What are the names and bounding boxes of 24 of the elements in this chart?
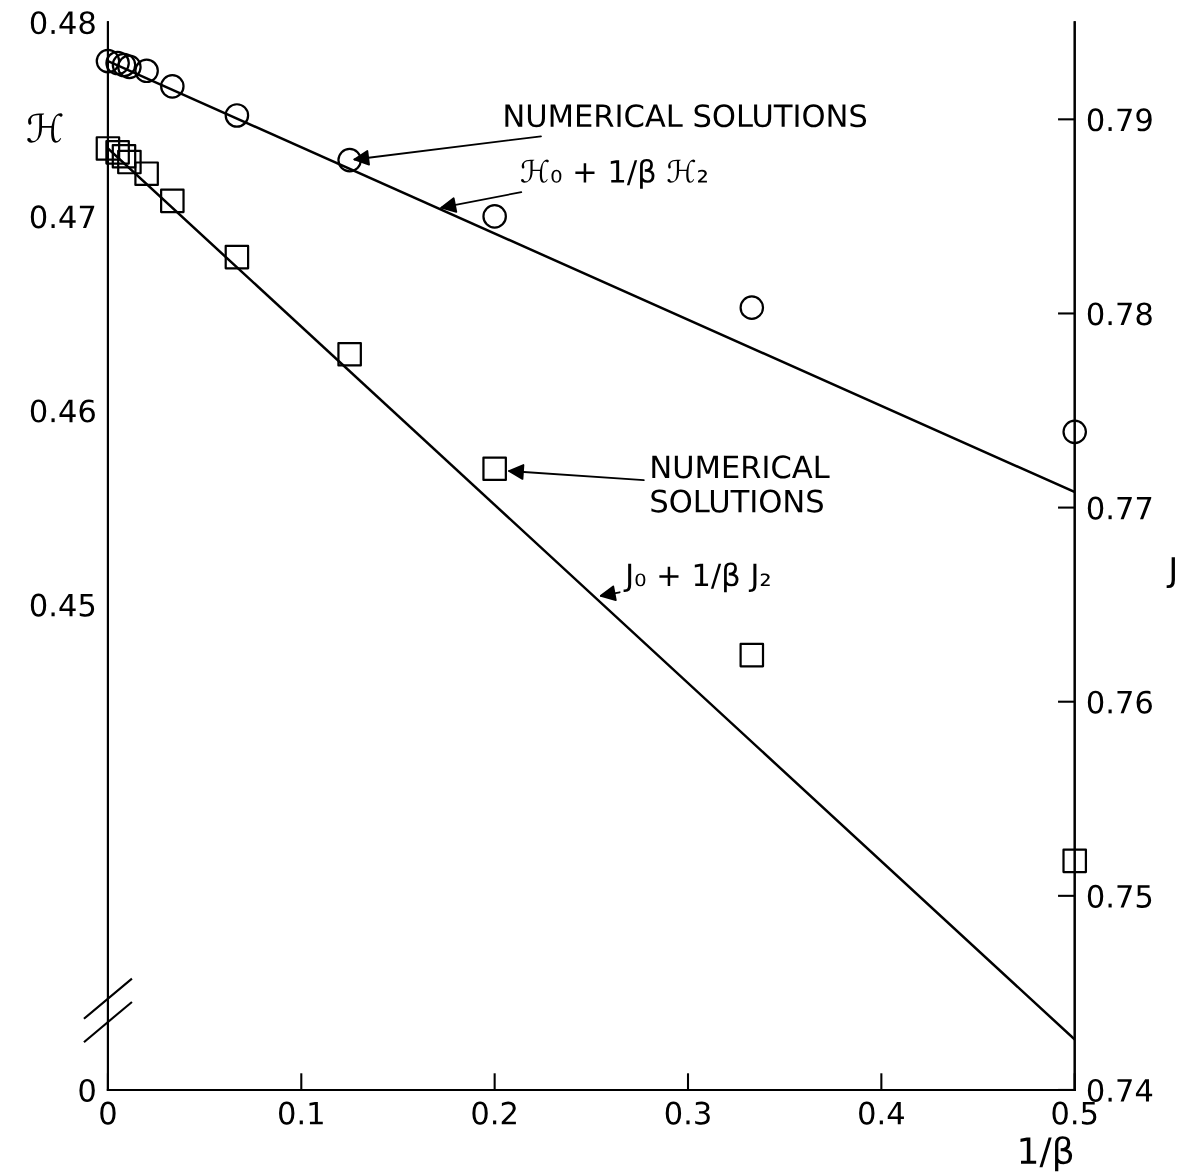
y2-tick-label: 0.79 bbox=[1087, 108, 1152, 132]
annotation: ℋ₀ + 1/β ℋ₂ bbox=[521, 159, 707, 189]
y2-tick-label: 0.78 bbox=[1087, 302, 1152, 326]
y2-tick-label: 0.74 bbox=[1087, 1078, 1153, 1102]
y-tick-label: 0 bbox=[79, 1078, 95, 1102]
x-tick-label: 0.3 bbox=[665, 1101, 710, 1125]
annotation: NUMERICAL SOLUTIONS bbox=[651, 455, 830, 513]
annotation: NUMERICAL SOLUTIONS bbox=[505, 104, 867, 128]
y2-tick-label: 0.77 bbox=[1087, 496, 1152, 520]
x-axis-title: 1/β bbox=[1020, 1136, 1073, 1172]
x-tick-label: 0.5 bbox=[1052, 1101, 1097, 1125]
y-tick-label: 0.48 bbox=[30, 11, 95, 35]
y-tick-label: 0.46 bbox=[30, 399, 95, 423]
y-tick-label: 0.47 bbox=[30, 205, 95, 229]
y2-axis-title: J bbox=[1166, 557, 1175, 589]
y2-tick-label: 0.75 bbox=[1087, 884, 1152, 908]
y2-tick-label: 0.76 bbox=[1087, 690, 1152, 714]
x-tick-label: 0.4 bbox=[859, 1101, 904, 1125]
x-tick-label: 0 bbox=[100, 1101, 116, 1125]
x-tick-label: 0.2 bbox=[472, 1101, 516, 1125]
x-tick-label: 0.1 bbox=[279, 1101, 323, 1125]
y-axis-title: ℋ bbox=[27, 113, 63, 143]
annotation: J₀ + 1/β J₂ bbox=[623, 562, 770, 593]
y-tick-label: 0.45 bbox=[30, 593, 95, 617]
